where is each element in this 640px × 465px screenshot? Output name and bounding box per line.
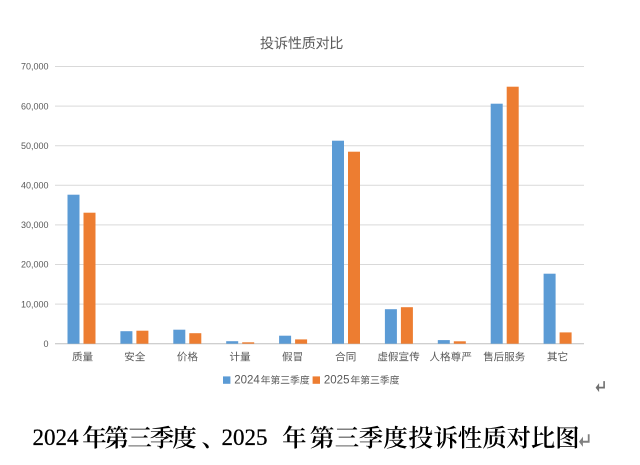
svg-text:50,000: 50,000 bbox=[21, 141, 49, 151]
svg-text:2024: 2024 bbox=[234, 375, 260, 387]
svg-text:70,000: 70,000 bbox=[21, 62, 49, 72]
svg-text:0: 0 bbox=[43, 339, 48, 349]
svg-text:2025: 2025 bbox=[222, 425, 268, 450]
svg-text:10,000: 10,000 bbox=[21, 299, 49, 309]
svg-text:2025: 2025 bbox=[324, 375, 350, 387]
svg-text:40,000: 40,000 bbox=[21, 181, 49, 191]
svg-text:30,000: 30,000 bbox=[21, 220, 49, 230]
svg-text:60,000: 60,000 bbox=[21, 101, 49, 111]
svg-text:20,000: 20,000 bbox=[21, 260, 49, 270]
svg-text:2024: 2024 bbox=[33, 425, 80, 450]
